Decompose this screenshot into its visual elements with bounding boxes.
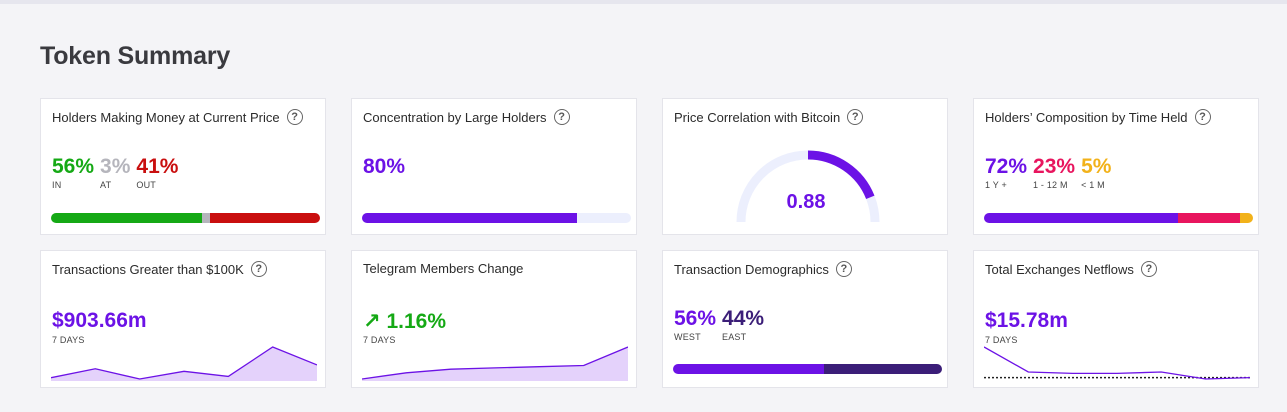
stat-west: 56% WEST (674, 307, 717, 343)
large-tx-period: 7 DAYS (52, 335, 85, 345)
stat-short-value: 5% (1081, 155, 1112, 178)
arrow-up-right-icon: ↗ (363, 310, 381, 333)
stat-long-label: 1 Y + (985, 180, 1007, 190)
stat-mid-value: 23% (1033, 155, 1076, 178)
stat-at-label: AT (100, 180, 112, 190)
card-header: Price Correlation with Bitcoin ? (674, 109, 864, 125)
sparkline-line (984, 346, 1250, 380)
stat-long-value: 72% (985, 155, 1028, 178)
help-icon[interactable]: ? (1140, 261, 1157, 277)
card-header: Transactions Greater than $100K ? (52, 261, 267, 277)
top-bar (0, 0, 1287, 4)
card-telegram-members: Telegram Members Change ↗ 1.16% 7 DAYS (351, 250, 637, 388)
telegram-sparkline (362, 346, 628, 381)
gauge-fill (807, 150, 875, 200)
help-icon[interactable]: ? (250, 261, 267, 277)
card-large-transactions: Transactions Greater than $100K ? $903.6… (40, 250, 326, 388)
card-price-correlation: Price Correlation with Bitcoin ? 0.88 (662, 98, 948, 235)
stat-at: 3% AT (100, 155, 131, 191)
stat-at-value: 3% (100, 155, 131, 178)
stat-east-value: 44% (722, 307, 765, 330)
correlation-gauge (736, 150, 880, 223)
card-header: Telegram Members Change (363, 261, 523, 276)
page-title: Token Summary (40, 42, 231, 70)
card-holders-making-money: Holders Making Money at Current Price ? … (40, 98, 326, 235)
card-title: Concentration by Large Holders (363, 109, 547, 125)
card-title: Price Correlation with Bitcoin (674, 109, 841, 125)
card-title: Transaction Demographics (674, 261, 829, 277)
sparkline-line (362, 346, 628, 380)
sparkline-area (51, 347, 317, 381)
stat-short-term: 5% < 1 M (1081, 155, 1112, 191)
stat-out-value: 41% (136, 155, 179, 178)
correlation-value: 0.88 (786, 191, 826, 213)
large-tx-sparkline (51, 346, 317, 381)
large-tx-value: $903.66m (52, 309, 147, 332)
card-exchange-netflows: Total Exchanges Netflows ? $15.78m 7 DAY… (973, 250, 1259, 388)
card-title: Transactions Greater than $100K (52, 261, 244, 277)
bar-segment-at (201, 213, 210, 223)
card-transaction-demographics: Transaction Demographics ? 56% WEST 44% … (662, 250, 948, 388)
stat-in: 56% IN (52, 155, 95, 191)
stat-mid-term: 23% 1 - 12 M (1033, 155, 1076, 191)
netflows-sparkline (984, 346, 1250, 380)
netflows-period: 7 DAYS (985, 335, 1018, 345)
help-icon[interactable]: ? (847, 109, 864, 125)
netflows-value: $15.78m (985, 309, 1068, 332)
card-header: Holders Making Money at Current Price ? (52, 109, 303, 125)
bar-segment-long (984, 213, 1178, 223)
stat-out-label: OUT (136, 180, 156, 190)
card-header: Concentration by Large Holders ? (363, 109, 570, 125)
card-header: Total Exchanges Netflows ? (985, 261, 1157, 277)
stat-long-term: 72% 1 Y + (985, 155, 1028, 191)
composition-stats: 72% 1 Y + 23% 1 - 12 M 5% < 1 M (985, 155, 1117, 191)
card-title: Holders Making Money at Current Price (52, 109, 280, 125)
card-title: Telegram Members Change (363, 261, 524, 276)
concentration-value: 80% (363, 155, 406, 178)
bar-segment-west (673, 364, 824, 374)
help-icon[interactable]: ? (835, 261, 852, 277)
holders-money-bar (51, 213, 320, 223)
bar-segment-east (823, 364, 942, 374)
concentration-bar (362, 213, 631, 223)
stat-in-value: 56% (52, 155, 95, 178)
card-header: Holders’ Composition by Time Held ? (985, 109, 1211, 125)
help-icon[interactable]: ? (1194, 109, 1211, 125)
sparkline-area (362, 347, 628, 381)
stat-in-label: IN (52, 180, 62, 190)
stat-short-label: < 1 M (1081, 180, 1105, 190)
stat-west-value: 56% (674, 307, 717, 330)
bar-segment-concentration (362, 213, 578, 223)
help-icon[interactable]: ? (286, 109, 303, 125)
telegram-change: ↗ 1.16% (363, 309, 446, 334)
bar-segment-out (209, 213, 320, 223)
stat-west-label: WEST (674, 332, 701, 342)
telegram-period: 7 DAYS (363, 335, 396, 345)
composition-bar (984, 213, 1253, 223)
card-holders-composition: Holders’ Composition by Time Held ? 72% … (973, 98, 1259, 235)
stat-east: 44% EAST (722, 307, 765, 343)
demographics-bar (673, 364, 942, 374)
bar-segment-short (1239, 213, 1253, 223)
card-title: Holders’ Composition by Time Held (985, 109, 1188, 125)
stat-out: 41% OUT (136, 155, 179, 191)
telegram-value: 1.16% (386, 310, 446, 333)
stat-mid-label: 1 - 12 M (1033, 180, 1068, 190)
demographics-stats: 56% WEST 44% EAST (674, 307, 770, 343)
holders-money-stats: 56% IN 3% AT 41% OUT (52, 155, 184, 191)
bar-segment-mid (1177, 213, 1240, 223)
sparkline-line (51, 346, 317, 380)
card-header: Transaction Demographics ? (674, 261, 852, 277)
card-concentration: Concentration by Large Holders ? 80% (351, 98, 637, 235)
summary-grid: Holders Making Money at Current Price ? … (40, 98, 1259, 388)
card-title: Total Exchanges Netflows (985, 261, 1134, 277)
stat-east-label: EAST (722, 332, 747, 342)
concentration-stats: 80% (363, 156, 405, 178)
bar-segment-in (51, 213, 202, 223)
help-icon[interactable]: ? (553, 109, 570, 125)
